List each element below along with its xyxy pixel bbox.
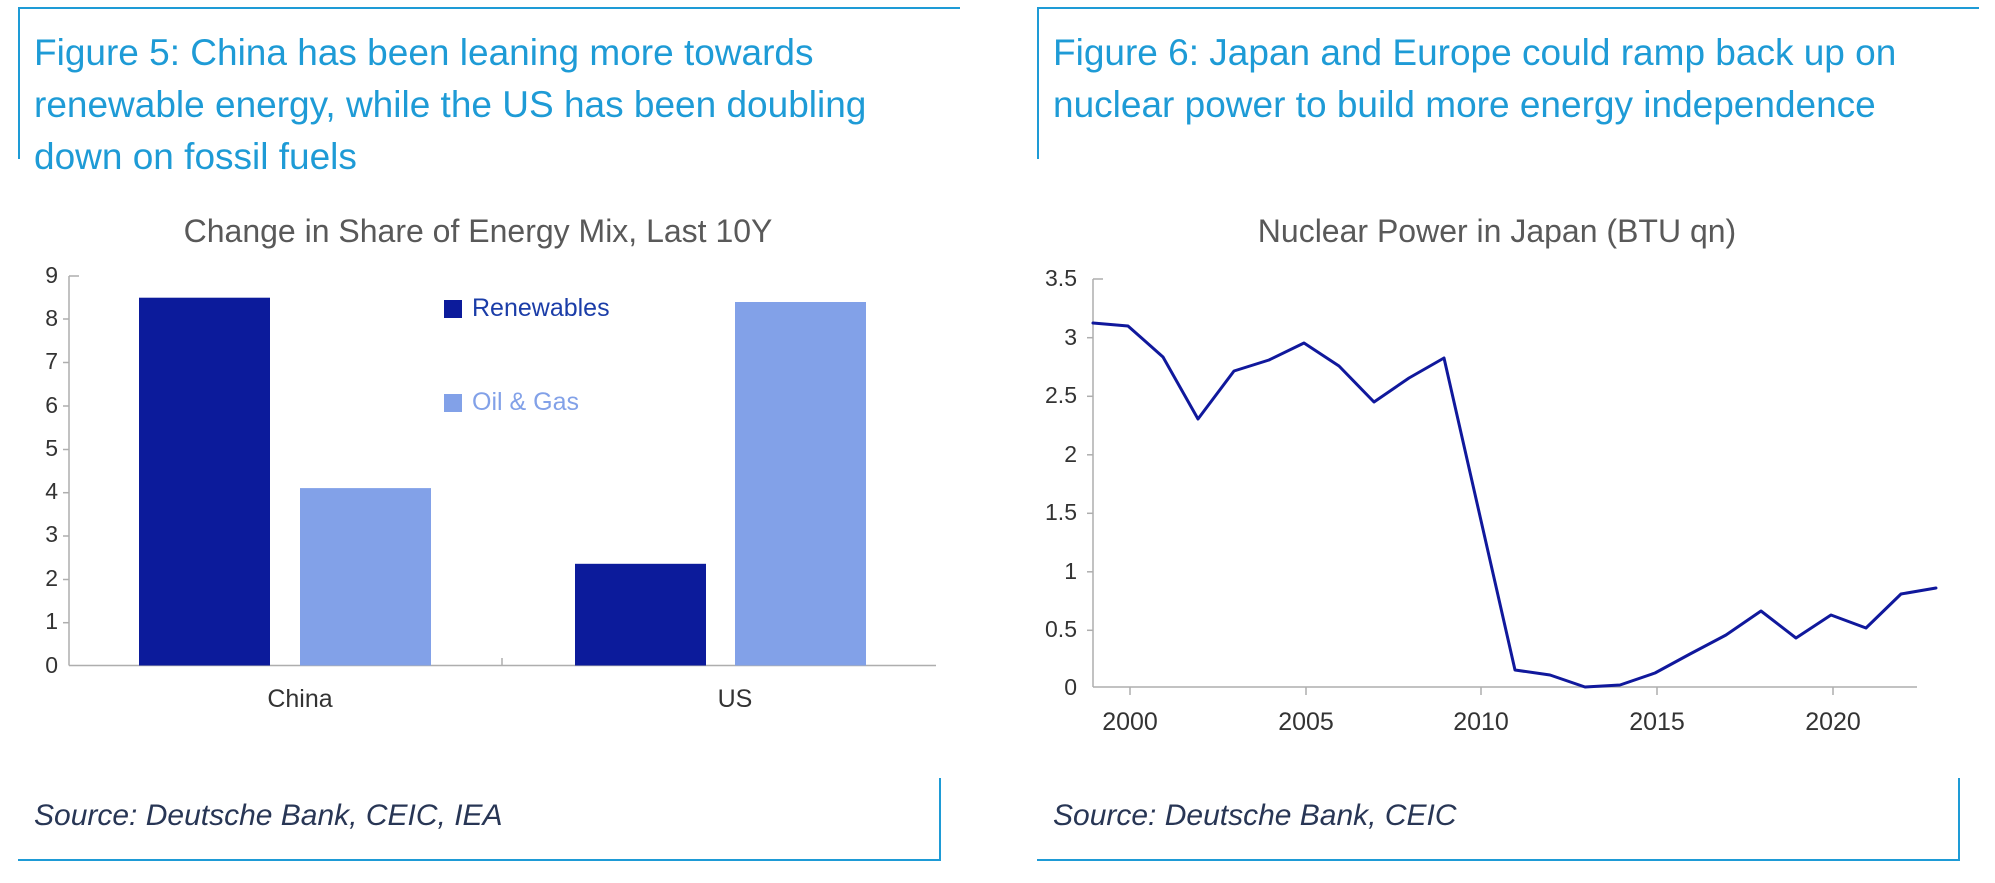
svg-text:3.5: 3.5 — [1045, 265, 1077, 291]
svg-text:0.5: 0.5 — [1045, 616, 1077, 642]
svg-text:2015: 2015 — [1629, 708, 1685, 736]
svg-text:1: 1 — [1064, 558, 1077, 584]
svg-text:1.5: 1.5 — [1045, 499, 1077, 525]
svg-text:3: 3 — [1064, 324, 1077, 350]
svg-text:2.5: 2.5 — [1045, 382, 1077, 408]
svg-text:2010: 2010 — [1453, 708, 1509, 736]
svg-text:Renewables: Renewables — [472, 294, 610, 322]
svg-text:2000: 2000 — [1102, 708, 1158, 736]
svg-text:5: 5 — [45, 435, 58, 461]
svg-text:8: 8 — [45, 305, 58, 331]
svg-text:Oil & Gas: Oil & Gas — [472, 388, 579, 416]
svg-text:0: 0 — [45, 652, 58, 678]
svg-text:4: 4 — [45, 478, 58, 504]
svg-text:1: 1 — [45, 608, 58, 634]
svg-text:6: 6 — [45, 392, 58, 418]
svg-text:2005: 2005 — [1278, 708, 1334, 736]
svg-text:2: 2 — [1064, 441, 1077, 467]
svg-text:2020: 2020 — [1805, 708, 1861, 736]
svg-text:2: 2 — [45, 565, 58, 591]
svg-text:China: China — [267, 685, 332, 713]
svg-text:US: US — [718, 685, 753, 713]
svg-text:3: 3 — [45, 521, 58, 547]
svg-text:9: 9 — [45, 262, 58, 288]
svg-text:7: 7 — [45, 348, 58, 374]
svg-text:0: 0 — [1064, 674, 1077, 700]
